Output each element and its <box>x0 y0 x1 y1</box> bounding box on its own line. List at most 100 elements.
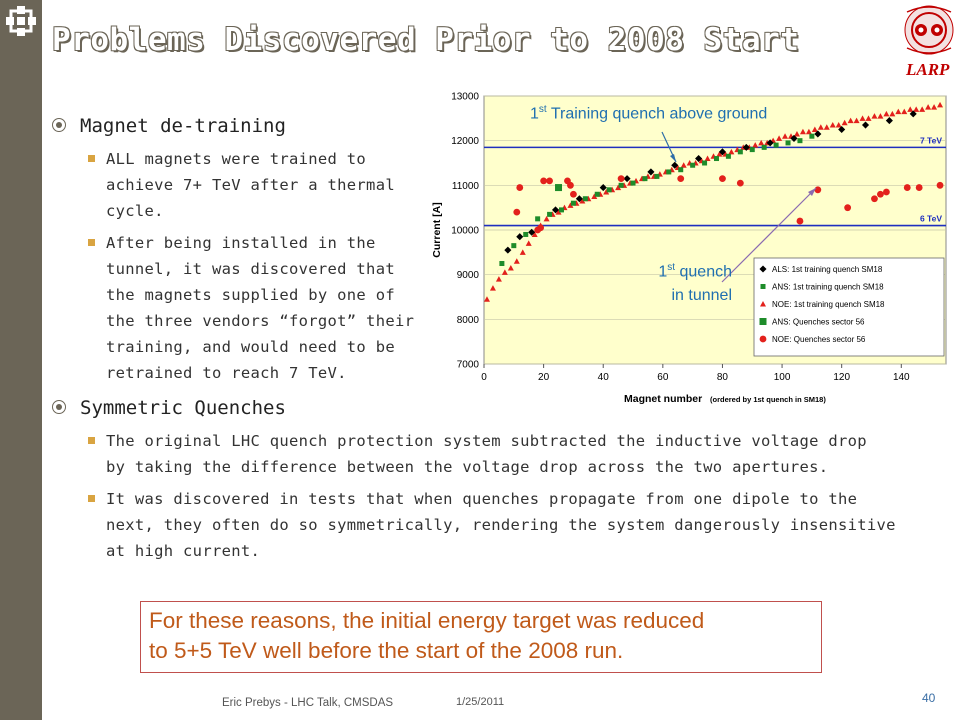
bullet-marker-icon <box>52 118 66 132</box>
data-point <box>528 228 536 236</box>
data-point <box>567 181 574 189</box>
data-point <box>901 108 908 115</box>
data-point <box>671 161 679 169</box>
sub-bullet-marker-icon <box>88 155 95 162</box>
data-point <box>716 151 723 157</box>
sub-bullet-marker-icon <box>88 437 95 444</box>
annotation-text: Training quench above ground <box>546 105 768 123</box>
data-point <box>558 207 564 213</box>
data-point <box>695 154 703 163</box>
x-tick-label: 140 <box>893 372 910 383</box>
data-point <box>871 113 878 119</box>
data-point <box>909 110 917 118</box>
legend-box <box>753 257 945 357</box>
sub-bullet-line: at high current. <box>106 542 261 560</box>
data-point <box>555 209 562 215</box>
legend-entry: ANS: 1st training quench SM18 <box>772 283 884 292</box>
data-point <box>654 173 660 179</box>
sub-bullet-line: the magnets supplied by one of <box>106 286 395 304</box>
y-tick-label: 13000 <box>451 92 479 103</box>
data-point <box>877 190 884 198</box>
data-point <box>759 265 767 273</box>
sub-bullet-line: ALL magnets were trained to <box>106 150 367 168</box>
data-point <box>725 153 731 159</box>
data-point <box>817 124 824 130</box>
data-point <box>690 162 696 168</box>
x-tick-label: 60 <box>657 372 669 383</box>
data-point <box>501 269 508 275</box>
data-point <box>776 135 783 141</box>
data-point <box>885 117 893 125</box>
x-tick-label: 40 <box>598 372 610 383</box>
x-tick-label: 20 <box>538 372 550 383</box>
x-axis-note: (ordered by 1st quench in SM18) <box>710 395 826 404</box>
data-point <box>513 208 521 216</box>
bullet-heading: Symmetric Quenches <box>80 397 286 419</box>
data-point <box>736 179 744 187</box>
data-point <box>761 144 767 150</box>
data-point <box>483 296 490 302</box>
left-accent-bar <box>0 0 42 720</box>
x-tick-label: 100 <box>774 372 791 383</box>
data-point <box>647 168 655 176</box>
data-point <box>759 335 767 343</box>
y-tick-label: 7000 <box>457 360 480 371</box>
data-point <box>883 110 890 117</box>
data-point <box>507 264 514 271</box>
data-point <box>713 156 719 162</box>
data-point <box>642 176 648 182</box>
data-point <box>936 181 944 189</box>
x-tick-label: 0 <box>481 372 487 383</box>
sub-bullet-line: retrained to reach 7 TeV. <box>106 364 347 382</box>
data-point <box>525 240 532 246</box>
data-point <box>535 216 541 222</box>
data-point <box>805 128 812 135</box>
conclusion-line: For these reasons, the initial energy ta… <box>149 608 705 633</box>
sub-bullet: The original LHC quench protection syste… <box>88 428 867 480</box>
data-point <box>841 119 848 126</box>
y-tick-label: 11000 <box>452 181 480 192</box>
data-point <box>594 191 600 197</box>
sub-bullet-line: It was discovered in tests that when que… <box>106 490 858 508</box>
conclusion-box: For these reasons, the initial energy ta… <box>140 601 822 673</box>
annotation-text: 1 <box>530 105 539 123</box>
data-point <box>666 169 672 175</box>
data-point <box>749 147 755 153</box>
quench-chart-svg: 7000 8000 9000 10000 11000 12000 13000 0 20 40 60 8… <box>431 92 947 405</box>
data-point <box>570 190 577 198</box>
y-tick-label: 8000 <box>457 315 480 326</box>
data-point <box>919 106 926 112</box>
quench-chart: 7000 8000 9000 10000 11000 12000 13000 0 20 40 60 8… <box>426 86 952 410</box>
data-point <box>811 126 818 132</box>
data-point <box>859 115 866 121</box>
data-point <box>752 142 759 148</box>
annotation-text: quench <box>675 263 733 281</box>
data-point <box>782 133 789 139</box>
data-point <box>499 261 505 266</box>
sub-bullet-line: achieve 7+ TeV after a thermal <box>106 176 395 194</box>
x-axis-label: Magnet number <box>624 393 702 405</box>
page-number: 40 <box>922 691 936 705</box>
x-tick-label: 120 <box>833 372 850 383</box>
data-point <box>579 197 586 204</box>
y-tick-label: 12000 <box>451 136 479 147</box>
data-point <box>623 175 631 183</box>
data-point <box>871 195 878 203</box>
annotation-text: 1 <box>658 263 668 281</box>
sub-bullet-line: by taking the difference between the vol… <box>106 458 829 476</box>
data-point <box>796 217 804 225</box>
data-point <box>915 184 923 191</box>
footer-date: 1/25/2011 <box>456 696 505 708</box>
data-point <box>537 224 545 232</box>
data-point <box>547 211 553 217</box>
data-point <box>937 101 944 108</box>
data-point <box>882 188 890 196</box>
annotation-arrowhead <box>670 154 676 162</box>
data-point <box>925 104 932 110</box>
data-point <box>835 122 842 128</box>
data-point <box>603 189 610 195</box>
sub-bullet-line: next, they often do so symmetrically, re… <box>106 516 896 534</box>
sub-bullet: It was discovered in tests that when que… <box>88 486 896 564</box>
slide-title: Problems Discovered Prior to 2008 Start <box>52 22 800 58</box>
data-point <box>680 162 687 168</box>
